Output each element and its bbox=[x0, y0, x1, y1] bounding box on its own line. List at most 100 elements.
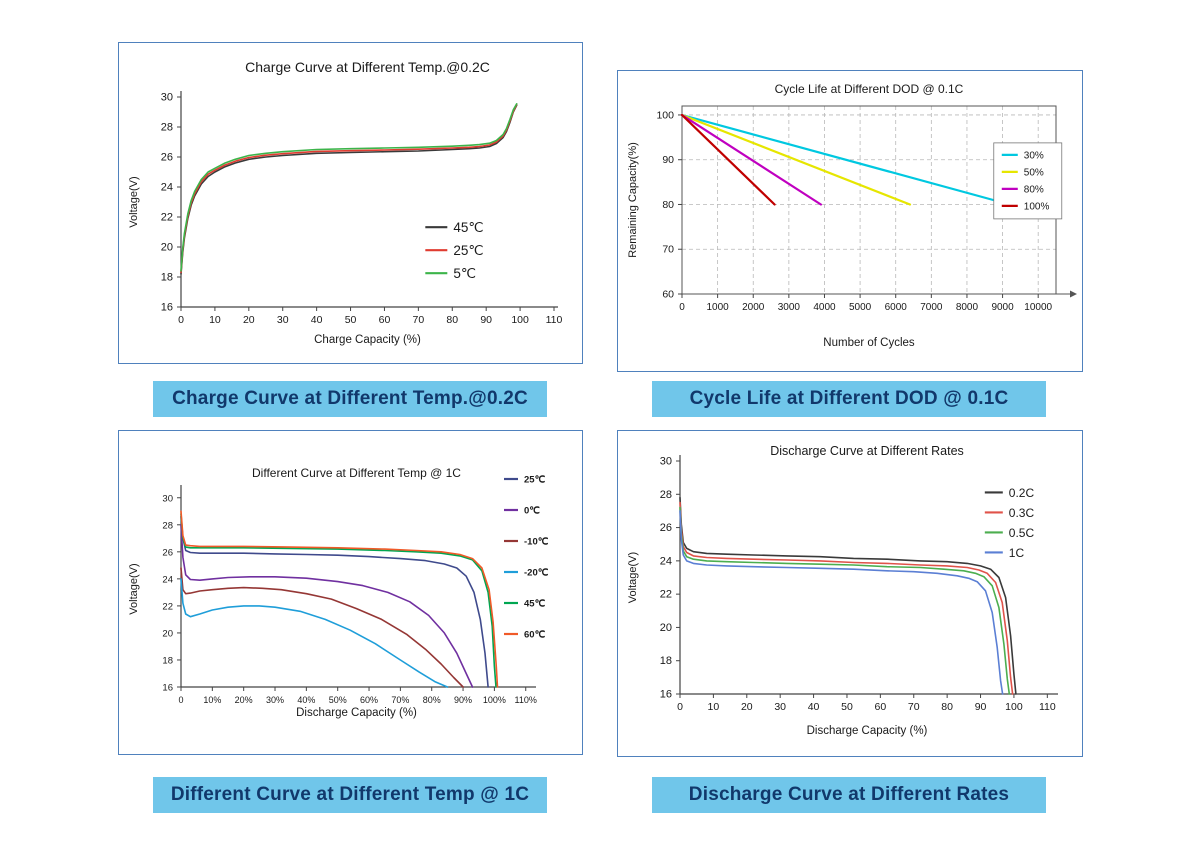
y-tick-label: 24 bbox=[162, 574, 173, 585]
y-tick-label: 30 bbox=[161, 92, 173, 104]
x-tick-label: 100% bbox=[483, 695, 506, 705]
x-tick-label: 80% bbox=[423, 695, 441, 705]
caption-cycle-life: Cycle Life at Different DOD @ 0.1C bbox=[652, 381, 1046, 417]
series-line-25℃ bbox=[180, 103, 518, 274]
x-tick-label: 0 bbox=[178, 314, 184, 326]
series-line-60℃ bbox=[180, 510, 499, 688]
x-tick-label: 90% bbox=[454, 695, 472, 705]
caption-discharge-rates: Discharge Curve at Different Rates bbox=[652, 777, 1046, 813]
y-tick-label: 22 bbox=[162, 601, 173, 612]
x-tick-label: 40 bbox=[311, 314, 323, 326]
y-tick-label: 26 bbox=[660, 522, 672, 534]
y-tick-label: 30 bbox=[162, 493, 173, 504]
y-tick-label: 80 bbox=[662, 199, 674, 211]
x-tick-label: 0 bbox=[677, 701, 683, 713]
chart-svg: 0 10% 20% 30% 40% 50% 60% 70% 80% 90% 100% 110% 16 18… bbox=[128, 466, 549, 719]
y-tick-label: 20 bbox=[660, 622, 672, 634]
y-tick-label: 26 bbox=[162, 547, 173, 558]
y-tick-label: 24 bbox=[161, 182, 173, 194]
series-line-5℃ bbox=[180, 103, 518, 272]
x-tick-label: 50 bbox=[345, 314, 357, 326]
y-tick-label: 20 bbox=[161, 242, 173, 254]
legend-label: 1C bbox=[1009, 546, 1025, 560]
y-tick-label: 26 bbox=[161, 152, 173, 164]
x-tick-label: 70 bbox=[908, 701, 920, 713]
y-tick-label: 22 bbox=[660, 589, 672, 601]
discharge-rates-chart: 0 10 20 30 40 50 60 70 80 90 100 110 16 18 20 22 24 26 28 3… bbox=[618, 431, 1082, 756]
y-tick-label: 100 bbox=[656, 109, 674, 121]
y-tick-label: 22 bbox=[161, 212, 173, 224]
legend-label: 25℃ bbox=[524, 474, 546, 485]
series-line-80% bbox=[680, 113, 822, 206]
chart-panel-discharge-temp: 0 10% 20% 30% 40% 50% 60% 70% 80% 90% 100% 110% 16 18… bbox=[118, 430, 583, 755]
y-tick-label: 16 bbox=[161, 302, 173, 314]
x-tick-label: 70% bbox=[391, 695, 409, 705]
x-axis-label: Number of Cycles bbox=[823, 337, 915, 349]
x-tick-label: 110 bbox=[1039, 701, 1056, 713]
legend-label: 0.2C bbox=[1009, 486, 1035, 500]
x-axis-arrow bbox=[1070, 290, 1077, 298]
x-axis-label: Discharge Capacity (%) bbox=[296, 707, 417, 719]
series-line-0.5C bbox=[679, 506, 1011, 695]
series-line-50% bbox=[680, 113, 912, 206]
series-line--20℃ bbox=[180, 578, 449, 688]
y-tick-label: 70 bbox=[662, 244, 674, 256]
x-tick-label: 0 bbox=[178, 695, 183, 705]
chart-title: Cycle Life at Different DOD @ 0.1C bbox=[775, 82, 964, 96]
y-axis-label: Voltage(V) bbox=[627, 552, 639, 603]
series-line-100% bbox=[680, 113, 776, 206]
y-tick-label: 24 bbox=[660, 555, 672, 567]
legend-label: 45℃ bbox=[453, 220, 483, 235]
x-tick-label: 30 bbox=[277, 314, 289, 326]
y-tick-label: 28 bbox=[660, 489, 672, 501]
legend-label: -10℃ bbox=[524, 536, 549, 547]
legend-label: 50% bbox=[1024, 167, 1044, 178]
x-tick-label: 60% bbox=[360, 695, 378, 705]
x-axis-label: Charge Capacity (%) bbox=[314, 334, 421, 346]
x-tick-label: 80 bbox=[446, 314, 458, 326]
legend-label: -20℃ bbox=[524, 567, 549, 578]
y-axis-label: Voltage(V) bbox=[128, 563, 140, 614]
legend-label: 45℃ bbox=[524, 598, 546, 609]
chart-title: Different Curve at Different Temp @ 1C bbox=[252, 466, 461, 480]
chart-panel-charge-curve: 0 10 20 30 40 50 60 70 80 90 100 110 16 18 20 22 24 26 28 3… bbox=[118, 42, 583, 364]
cycle-life-chart: 0 1000 2000 3000 4000 5000 6000 7000 8000 9000 100… bbox=[618, 71, 1082, 371]
x-tick-label: 6000 bbox=[885, 302, 908, 313]
series-line-1C bbox=[679, 510, 1004, 695]
y-tick-label: 18 bbox=[660, 655, 672, 667]
series-line-0℃ bbox=[180, 524, 474, 688]
x-tick-label: 9000 bbox=[991, 302, 1014, 313]
x-tick-label: 30 bbox=[774, 701, 786, 713]
y-tick-label: 30 bbox=[660, 456, 672, 468]
x-tick-label: 20 bbox=[243, 314, 255, 326]
y-tick-label: 90 bbox=[662, 154, 674, 166]
legend-label: 60℃ bbox=[524, 629, 546, 640]
x-tick-label: 10 bbox=[708, 701, 720, 713]
x-tick-label: 10000 bbox=[1024, 302, 1052, 313]
series-line-25℃ bbox=[180, 515, 489, 688]
legend-label: 0.5C bbox=[1009, 526, 1035, 540]
x-tick-label: 40 bbox=[808, 701, 820, 713]
y-tick-label: 28 bbox=[162, 520, 173, 531]
x-tick-label: 30% bbox=[266, 695, 284, 705]
x-tick-label: 5000 bbox=[849, 302, 872, 313]
x-tick-label: 60 bbox=[379, 314, 391, 326]
x-tick-label: 7000 bbox=[920, 302, 943, 313]
x-tick-label: 4000 bbox=[813, 302, 836, 313]
legend-label: 30% bbox=[1024, 150, 1044, 161]
chart-title: Discharge Curve at Different Rates bbox=[770, 444, 964, 458]
y-tick-label: 16 bbox=[162, 683, 173, 694]
chart-svg: 0 10 20 30 40 50 60 70 80 90 100 110 16 18 20 22 24 26 28 3… bbox=[627, 444, 1058, 737]
discharge-temp-chart: 0 10% 20% 30% 40% 50% 60% 70% 80% 90% 100% 110% 16 18… bbox=[119, 431, 582, 754]
caption-discharge-temp: Different Curve at Different Temp @ 1C bbox=[153, 777, 547, 813]
x-tick-label: 60 bbox=[875, 701, 887, 713]
y-tick-label: 20 bbox=[162, 628, 173, 639]
legend-label: 5℃ bbox=[453, 266, 476, 281]
chart-svg: 0 1000 2000 3000 4000 5000 6000 7000 8000 9000 100… bbox=[627, 82, 1077, 349]
series-line--10℃ bbox=[180, 567, 464, 688]
x-tick-label: 50% bbox=[329, 695, 347, 705]
x-axis-label: Discharge Capacity (%) bbox=[807, 725, 928, 737]
chart-panel-cycle-life: 0 1000 2000 3000 4000 5000 6000 7000 8000 9000 100… bbox=[617, 70, 1083, 372]
x-tick-label: 90 bbox=[480, 314, 492, 326]
